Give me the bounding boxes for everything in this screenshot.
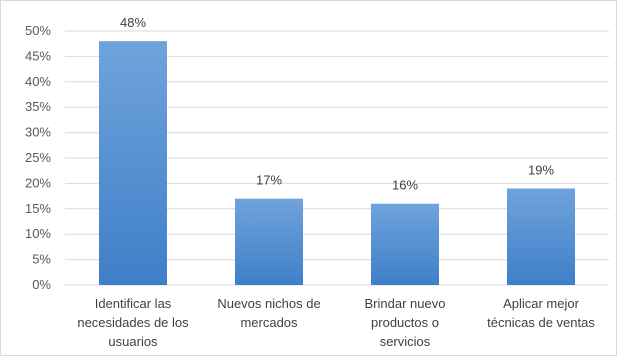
y-tick-label: 15% xyxy=(25,201,51,216)
y-tick-label: 10% xyxy=(25,226,51,241)
data-label: 48% xyxy=(120,15,146,30)
x-category-label-line: Nuevos nichos de xyxy=(217,296,320,311)
data-label: 17% xyxy=(256,173,282,188)
x-category-label-line: Identificar las xyxy=(95,296,172,311)
x-category-label: Aplicar mejor técnicas de ventas xyxy=(487,296,595,330)
bar xyxy=(99,41,167,285)
y-axis-ticks: 0% 5% 10% 15% 20% 25% 30% 35% 40% 45% 50% xyxy=(25,23,51,292)
y-tick-label: 30% xyxy=(25,125,51,140)
x-axis-categories: Identificar las necesidades de los usuario… xyxy=(77,296,595,349)
data-labels: 48% 17% 16% 19% xyxy=(120,15,554,193)
x-category-label-line: servicios xyxy=(380,334,431,349)
x-category-label: Identificar las necesidades de los usuario… xyxy=(77,296,189,349)
x-category-label-line: necesidades de los xyxy=(77,315,189,330)
bar xyxy=(371,203,439,285)
bar xyxy=(235,198,303,285)
x-category-label: Brindar nuevo productos o servicios xyxy=(365,296,446,349)
bars xyxy=(99,41,575,285)
x-category-label-line: Aplicar mejor xyxy=(503,296,580,311)
y-tick-label: 35% xyxy=(25,99,51,114)
data-label: 19% xyxy=(528,162,554,177)
x-category-label-line: técnicas de ventas xyxy=(487,315,595,330)
x-category-label-line: mercados xyxy=(240,315,298,330)
x-category-label-line: usuarios xyxy=(108,334,158,349)
bar xyxy=(507,188,575,285)
y-tick-label: 45% xyxy=(25,48,51,63)
y-tick-label: 25% xyxy=(25,150,51,165)
y-tick-label: 50% xyxy=(25,23,51,38)
data-label: 16% xyxy=(392,178,418,193)
x-category-label-line: productos o xyxy=(371,315,439,330)
x-category-label-line: Brindar nuevo xyxy=(365,296,446,311)
y-tick-label: 20% xyxy=(25,175,51,190)
y-tick-label: 0% xyxy=(32,277,51,292)
x-category-label: Nuevos nichos de mercados xyxy=(217,296,320,330)
y-tick-label: 5% xyxy=(32,252,51,267)
y-tick-label: 40% xyxy=(25,74,51,89)
